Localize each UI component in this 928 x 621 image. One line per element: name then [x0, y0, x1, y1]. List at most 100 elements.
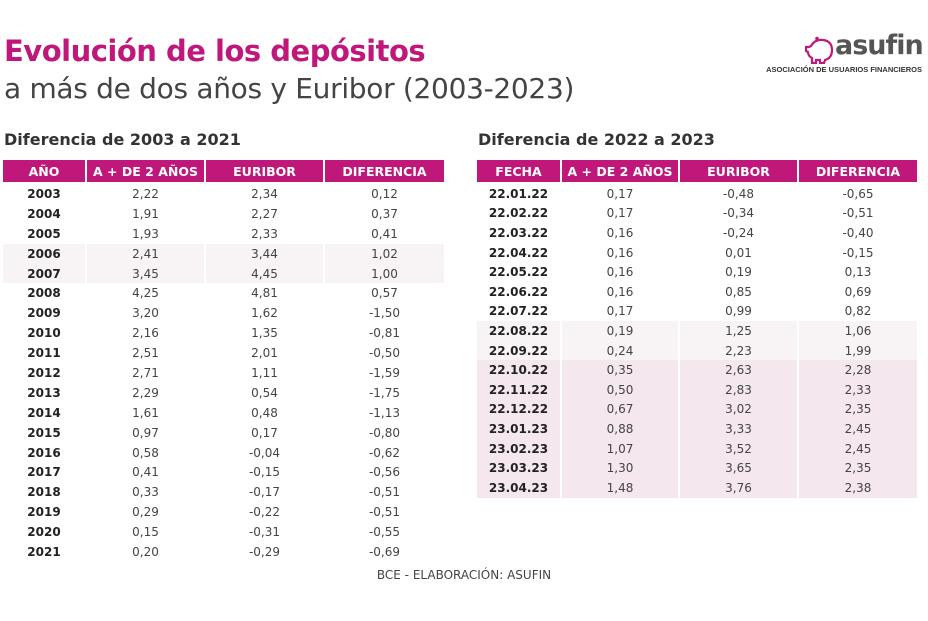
cell-key: 2012: [27, 365, 61, 380]
cell-deposit: 0,17: [606, 206, 634, 221]
cell-euribor: 2,23: [680, 340, 797, 361]
right-table-title: Diferencia de 2022 a 2023: [478, 130, 715, 149]
cell-euribor: 1,11: [251, 365, 278, 380]
table-row: 22.06.22 0,16 0,85 0,69: [477, 282, 917, 302]
cell-key: 2004: [27, 206, 61, 221]
cell-deposit: 0,58: [132, 445, 159, 460]
cell-euribor: 4,81: [251, 286, 278, 301]
table-row: 2006 2,41 3,44 1,02: [3, 243, 444, 264]
cell-difference: -0,80: [368, 425, 401, 440]
cell-deposit: 2,51: [132, 346, 159, 361]
cell-difference: 2,35: [799, 399, 917, 420]
cell-difference: 2,28: [799, 360, 917, 380]
cell-key: 22.11.22: [477, 379, 560, 400]
cell-difference: 2,38: [799, 477, 917, 498]
cell-key: 2018: [27, 485, 61, 500]
cell-key: 2009: [27, 306, 61, 321]
cell-deposit: 0,16: [606, 284, 634, 299]
cell-deposit: 2,41: [87, 243, 204, 264]
cell-euribor: 0,54: [251, 385, 278, 400]
cell-euribor: -0,48: [722, 186, 755, 201]
column-header-difference: DIFERENCIA: [325, 160, 444, 184]
cell-deposit: 0,16: [606, 245, 634, 260]
table-row: 2013 2,29 0,54 -1,75: [3, 383, 444, 403]
cell-difference: 0,69: [844, 284, 872, 299]
cell-euribor: 2,27: [251, 206, 278, 221]
cell-euribor: 4,45: [206, 263, 323, 284]
cell-key: 22.12.22: [477, 399, 560, 420]
column-header-euribor: EURIBOR: [680, 160, 797, 184]
cell-difference: -0,15: [842, 245, 874, 260]
cell-key: 22.10.22: [477, 360, 560, 380]
cell-deposit: 2,29: [132, 385, 159, 400]
cell-euribor: 3,52: [680, 438, 797, 459]
cell-key: 23.03.23: [477, 458, 560, 478]
cell-key: 2014: [27, 405, 61, 420]
cell-euribor: 3,33: [680, 419, 797, 439]
cell-euribor: 3,76: [680, 477, 797, 498]
table-row: 23.04.23 1,48 3,76 2,38: [477, 477, 917, 498]
table-2003-2021: AÑO A + DE 2 AÑOS EURIBOR DIFERENCIA 200…: [1, 160, 446, 562]
cell-euribor: 0,85: [725, 284, 752, 299]
cell-difference: 0,41: [371, 226, 398, 241]
cell-deposit: 1,61: [132, 405, 159, 420]
cell-difference: 1,99: [799, 340, 917, 361]
table-row: 22.09.22 0,24 2,23 1,99: [477, 340, 917, 361]
cell-key: 22.06.22: [488, 284, 549, 299]
cell-deposit: 0,41: [132, 465, 159, 480]
table-row: 22.12.22 0,67 3,02 2,35: [477, 399, 917, 420]
table-row: 23.01.23 0,88 3,33 2,45: [477, 419, 917, 439]
cell-deposit: 0,16: [606, 265, 634, 280]
cell-euribor: -0,04: [248, 445, 281, 460]
logo-tagline: ASOCIACIÓN DE USUARIOS FINANCIEROS: [766, 65, 922, 74]
left-table-title: Diferencia de 2003 a 2021: [4, 130, 241, 149]
cell-difference: 0,57: [371, 286, 398, 301]
cell-deposit: 0,97: [132, 425, 159, 440]
cell-deposit: 0,88: [562, 419, 678, 439]
cell-key: 22.05.22: [488, 265, 549, 280]
cell-deposit: 0,50: [562, 379, 678, 400]
cell-deposit: 0,19: [562, 321, 678, 341]
table-row: 2005 1,93 2,33 0,41: [3, 224, 444, 244]
cell-key: 2020: [27, 525, 61, 540]
cell-difference: 0,82: [844, 304, 872, 319]
source-note: BCE - ELABORACIÓN: ASUFIN: [376, 568, 552, 582]
cell-euribor: -0,22: [248, 505, 281, 520]
table-row: 2010 2,16 1,35 -0,81: [3, 323, 444, 343]
cell-euribor: -0,15: [248, 465, 281, 480]
cell-deposit: 1,48: [562, 477, 678, 498]
cell-key: 2021: [27, 544, 61, 559]
cell-euribor: -0,34: [722, 206, 755, 221]
cell-deposit: 1,07: [562, 438, 678, 459]
cell-euribor: 2,34: [251, 186, 278, 201]
cell-difference: -0,65: [842, 186, 874, 201]
cell-deposit: 0,15: [132, 525, 159, 540]
cell-key: 2010: [27, 326, 61, 341]
table-row: 2016 0,58 -0,04 -0,62: [3, 443, 444, 463]
cell-key: 22.08.22: [477, 321, 560, 341]
cell-key: 23.01.23: [477, 419, 560, 439]
piggy-bank-icon: [805, 36, 834, 64]
cell-key: 23.04.23: [477, 477, 560, 498]
cell-key: 22.01.22: [488, 186, 549, 201]
cell-deposit: 0,33: [132, 485, 159, 500]
cell-difference: -1,59: [368, 365, 401, 380]
cell-deposit: 1,93: [132, 226, 159, 241]
table-row: 22.02.22 0,17 -0,34 -0,51: [477, 204, 917, 224]
cell-deposit: 0,17: [606, 186, 634, 201]
table-row: 2008 4,25 4,81 0,57: [3, 283, 444, 303]
cell-difference: -1,75: [368, 385, 401, 400]
cell-euribor: 0,99: [725, 304, 752, 319]
column-header-deposit: A + DE 2 AÑOS: [87, 160, 204, 184]
table-row: 2021 0,20 -0,29 -0,69: [3, 542, 444, 562]
cell-difference: -0,55: [368, 525, 401, 540]
cell-key: 2007: [3, 263, 85, 284]
cell-euribor: 0,48: [251, 405, 278, 420]
table-row: 2007 3,45 4,45 1,00: [3, 263, 444, 284]
table-row: 22.04.22 0,16 0,01 -0,15: [477, 243, 917, 263]
cell-euribor: 3,02: [680, 399, 797, 420]
cell-key: 2017: [27, 465, 61, 480]
cell-deposit: 0,16: [606, 225, 634, 240]
table-row: 22.05.22 0,16 0,19 0,13: [477, 262, 917, 282]
cell-key: 2011: [27, 346, 61, 361]
